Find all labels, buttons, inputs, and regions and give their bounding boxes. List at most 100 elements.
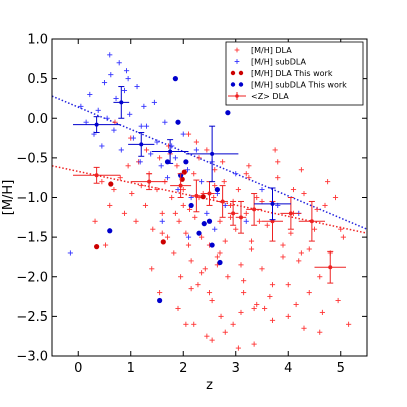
mean-1-point [128, 132, 155, 157]
mean-marker [194, 193, 199, 198]
series-0-point [217, 218, 223, 224]
series-0-point [243, 171, 249, 177]
series-1-point [184, 167, 191, 173]
series-0-point [212, 167, 218, 173]
series-1-point [212, 226, 218, 232]
series-0-point [176, 218, 182, 224]
series-0-point [272, 147, 278, 153]
series-3-dot [196, 230, 202, 236]
series-2-dot [160, 239, 166, 245]
series-1-point [108, 72, 114, 78]
legend-box [225, 41, 364, 106]
series-0-point [340, 234, 346, 240]
series-0-point [335, 297, 341, 304]
series-0-point [298, 167, 304, 173]
series-0-point [192, 214, 198, 220]
mean-marker [239, 215, 243, 220]
series-0-point [332, 194, 339, 201]
series-0-point [183, 321, 189, 327]
series-0-point [211, 194, 217, 201]
series-1-point [95, 107, 101, 113]
legend-label: [M/H] subDLA [251, 58, 307, 67]
series-1-point [185, 234, 192, 240]
series-0-point [285, 282, 291, 288]
series-0-point [290, 186, 297, 193]
series-0-point [209, 297, 215, 304]
series-1-point [162, 119, 168, 125]
legend-marker [234, 59, 240, 64]
series-3-dot [201, 221, 207, 227]
y-tick-label: −2.0 [16, 270, 48, 285]
series-0-point [112, 119, 118, 125]
series-1-point [233, 171, 239, 177]
series-1-point [148, 151, 154, 157]
series-0-point [214, 254, 220, 260]
series-0-point [183, 230, 189, 236]
y-tick-label: −0.5 [16, 151, 48, 166]
mean-marker [94, 122, 99, 127]
series-0-point [204, 147, 210, 153]
mean-marker [168, 149, 173, 154]
series-0-point [248, 246, 255, 252]
series-1-point [193, 147, 199, 153]
series-0-point [222, 329, 228, 335]
series-0-point [338, 226, 344, 232]
mean-0-point [235, 200, 247, 234]
series-0-point [269, 282, 276, 288]
series-1-point [78, 103, 84, 109]
mean-marker [309, 219, 314, 224]
series-0-point [209, 337, 215, 343]
series-0-point [92, 218, 98, 224]
series-0-point [195, 282, 201, 288]
mean-0-point [314, 250, 346, 284]
series-1-point [259, 186, 265, 193]
series-3-dot [209, 242, 215, 248]
series-0-point [298, 250, 304, 256]
series-1-point [134, 83, 140, 90]
legend-label: [M/H] DLA This work [251, 69, 333, 78]
series-0-point [193, 139, 199, 145]
series-0-point [238, 262, 244, 268]
series-0-point [314, 206, 320, 212]
series-0-point [301, 325, 307, 331]
series-0-point [164, 234, 171, 240]
x-tick-label: 4 [284, 361, 292, 376]
series-0-point [111, 186, 117, 193]
series-0-point [102, 242, 109, 248]
series-0-point [222, 238, 228, 244]
series-1-point [180, 131, 186, 137]
y-tick-label: −1.0 [16, 191, 48, 206]
mean-marker [231, 211, 236, 216]
series-0-point [269, 317, 276, 323]
series-0-point [169, 194, 175, 201]
series-0-point [280, 242, 286, 248]
x-tick-label: 5 [337, 361, 345, 376]
series-1-point [118, 147, 124, 153]
series-0-point [212, 183, 218, 189]
series-0-point [311, 226, 318, 232]
series-3-dot [183, 159, 189, 165]
binned-means [73, 86, 346, 284]
series-1-point [127, 111, 133, 117]
mean-marker [270, 219, 275, 224]
series-0-point [196, 155, 202, 161]
y-tick-label: −1.5 [16, 231, 48, 246]
series-0-point [191, 321, 197, 327]
series-0-point [99, 179, 105, 185]
legend-marker [238, 70, 244, 76]
series-0-point [280, 254, 286, 260]
series-0-point [185, 242, 192, 248]
mean-1-point [254, 187, 291, 221]
series-0-point [225, 274, 231, 280]
series-0-point [259, 266, 265, 272]
series-0-point [188, 258, 194, 264]
mean-1-point [113, 86, 130, 119]
y-axis-label: [M/H] [1, 180, 16, 216]
mean-0-point [191, 179, 202, 213]
series-0-point [107, 202, 113, 209]
series-0-point [246, 163, 252, 169]
series-0-point [317, 329, 323, 335]
series-0-point [121, 210, 128, 216]
legend-entry: <Z> DLA [228, 92, 289, 101]
mean-marker [270, 201, 275, 206]
